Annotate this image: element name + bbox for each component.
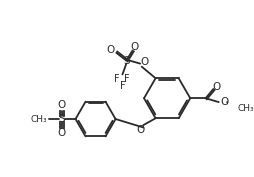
Text: O: O xyxy=(220,97,228,107)
Text: O: O xyxy=(130,42,138,52)
Text: O: O xyxy=(57,128,66,138)
Text: S: S xyxy=(123,56,130,65)
Text: CH₃: CH₃ xyxy=(238,104,254,113)
Text: F: F xyxy=(120,81,125,91)
Text: F: F xyxy=(124,74,130,84)
Text: CH₃: CH₃ xyxy=(30,115,47,124)
Text: O: O xyxy=(107,45,115,55)
Text: O: O xyxy=(136,125,144,135)
Text: O: O xyxy=(140,57,148,67)
Text: O: O xyxy=(57,100,66,110)
Text: O: O xyxy=(212,82,220,92)
Text: F: F xyxy=(114,74,119,84)
Text: S: S xyxy=(58,114,65,124)
